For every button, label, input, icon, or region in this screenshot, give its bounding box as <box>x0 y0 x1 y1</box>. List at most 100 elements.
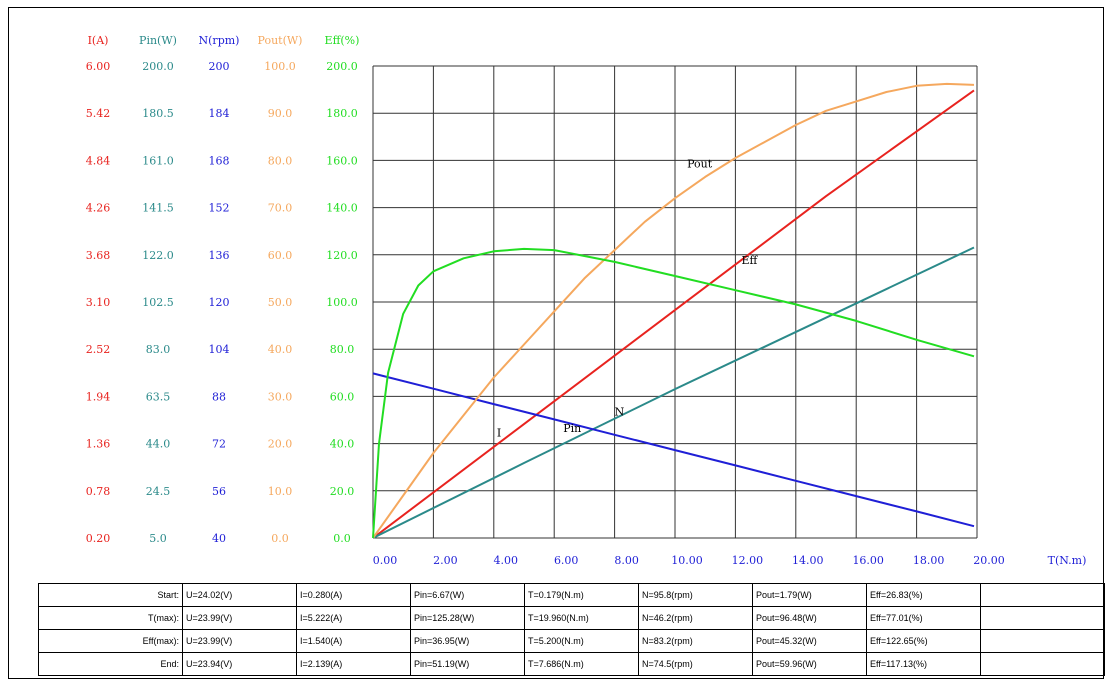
y-tick-label-pin: 200.0 <box>142 60 174 73</box>
y-tick-label-eff: 200.0 <box>326 60 358 73</box>
y-tick-label-n: 88 <box>212 390 226 403</box>
results-cell-i: I=2.139(A) <box>296 652 411 676</box>
x-tick-label: 20.00 <box>973 554 1005 567</box>
x-tick-label: 8.00 <box>614 554 639 567</box>
y-tick-label-eff: 100.0 <box>326 296 358 309</box>
results-row-label: Start: <box>38 583 183 607</box>
y-tick-label-i: 4.84 <box>86 154 111 167</box>
results-cell-u: U=23.99(V) <box>182 629 297 653</box>
x-tick-label: 10.00 <box>671 554 703 567</box>
results-cell-u: U=23.94(V) <box>182 652 297 676</box>
y-tick-label-n: 56 <box>212 485 226 498</box>
results-cell-i: I=0.280(A) <box>296 583 411 607</box>
results-cell-eff: Eff=122.65(%) <box>866 629 981 653</box>
results-cell-empty <box>980 652 1105 676</box>
results-cell-i: I=1.540(A) <box>296 629 411 653</box>
y-tick-label-pout: 80.0 <box>268 154 293 167</box>
series-line-eff <box>372 247 975 539</box>
y-tick-label-pout: 100.0 <box>264 60 296 73</box>
y-tick-label-i: 3.10 <box>86 296 111 309</box>
results-cell-empty <box>980 583 1105 607</box>
results-row: Start: U=24.02(V) I=0.280(A) Pin=6.67(W) T=0… <box>38 583 1105 607</box>
y-tick-label-eff: 80.0 <box>330 343 355 356</box>
results-cell-eff: Eff=26.83(%) <box>866 583 981 607</box>
x-tick-label: 4.00 <box>494 554 519 567</box>
y-tick-label-n: 168 <box>209 154 230 167</box>
page-frame <box>8 7 1104 679</box>
results-cell-pin: Pin=51.19(W) <box>410 652 525 676</box>
results-cell-pout: Pout=45.32(W) <box>752 629 867 653</box>
results-table: Start: U=24.02(V) I=0.280(A) Pin=6.67(W) T=0… <box>38 583 1105 676</box>
y-tick-label-n: 200 <box>209 60 230 73</box>
curve-label-i: I <box>497 427 501 440</box>
y-tick-label-eff: 160.0 <box>326 154 358 167</box>
results-cell-u: U=23.99(V) <box>182 606 297 630</box>
results-cell-empty <box>980 629 1105 653</box>
results-cell-n: N=46.2(rpm) <box>638 606 753 630</box>
y-tick-label-i: 5.42 <box>86 107 111 120</box>
curve-label-pout: Pout <box>687 157 713 170</box>
results-cell-n: N=95.8(rpm) <box>638 583 753 607</box>
y-axis-header-n: N(rpm) <box>199 34 240 47</box>
y-tick-label-n: 136 <box>209 249 230 262</box>
results-cell-empty <box>980 606 1105 630</box>
y-tick-label-pout: 90.0 <box>268 107 293 120</box>
series-line-pout <box>372 82 975 539</box>
y-tick-label-eff: 60.0 <box>330 390 355 403</box>
axis-labels: I(A) 0.20 0.78 1.36 1.94 2.52 3.10 3.68 4.26 4.84… <box>86 34 1087 567</box>
motor-performance-chart: I(A) 0.20 0.78 1.36 1.94 2.52 3.10 3.68 4.26 4.84… <box>86 34 1087 567</box>
y-tick-label-pout: 40.0 <box>268 343 293 356</box>
results-cell-pout: Pout=96.48(W) <box>752 606 867 630</box>
results-cell-pout: Pout=1.79(W) <box>752 583 867 607</box>
results-cell-n: N=83.2(rpm) <box>638 629 753 653</box>
results-cell-eff: Eff=77.01(%) <box>866 606 981 630</box>
y-tick-label-pin: 24.5 <box>146 485 171 498</box>
results-row: T(max): U=23.99(V) I=5.222(A) Pin=125.28(W)… <box>38 606 1105 630</box>
y-tick-label-pout: 50.0 <box>268 296 293 309</box>
curve-label-pin: Pin <box>563 422 581 435</box>
results-cell-t: T=19.960(N.m) <box>524 606 639 630</box>
x-tick-label: 12.00 <box>732 554 764 567</box>
results-row: Eff(max): U=23.99(V) I=1.540(A) Pin=36.95(W… <box>38 629 1105 653</box>
x-tick-label: 0.00 <box>373 554 398 567</box>
series-line-pin <box>372 246 975 539</box>
y-tick-label-i: 3.68 <box>86 249 111 262</box>
curve-labels: Pout Eff N Pin I <box>497 157 759 439</box>
chart-series <box>372 82 975 539</box>
x-tick-label: 14.00 <box>792 554 824 567</box>
y-tick-label-eff: 120.0 <box>326 249 358 262</box>
y-tick-label-n: 40 <box>212 532 226 545</box>
y-tick-label-pin: 63.5 <box>146 390 171 403</box>
y-tick-label-i: 4.26 <box>86 202 111 215</box>
results-row-label: Eff(max): <box>38 629 183 653</box>
y-tick-label-pout: 70.0 <box>268 202 293 215</box>
y-tick-label-i: 0.78 <box>86 485 111 498</box>
y-tick-label-pin: 180.5 <box>142 107 174 120</box>
y-tick-label-pin: 161.0 <box>142 154 174 167</box>
results-cell-pin: Pin=125.28(W) <box>410 606 525 630</box>
results-cell-t: T=5.200(N.m) <box>524 629 639 653</box>
results-row-label: End: <box>38 652 183 676</box>
y-tick-label-pin: 102.5 <box>142 296 174 309</box>
y-tick-label-pin: 122.0 <box>142 249 174 262</box>
series-line-n <box>372 372 975 528</box>
curve-label-eff: Eff <box>741 254 758 267</box>
y-tick-label-n: 72 <box>212 438 226 451</box>
y-tick-label-eff: 180.0 <box>326 107 358 120</box>
y-tick-label-eff: 140.0 <box>326 202 358 215</box>
results-cell-t: T=7.686(N.m) <box>524 652 639 676</box>
results-cell-pout: Pout=59.96(W) <box>752 652 867 676</box>
results-body: Start: U=24.02(V) I=0.280(A) Pin=6.67(W) T=0… <box>38 583 1105 676</box>
y-axis-header-eff: Eff(%) <box>325 34 360 47</box>
y-tick-label-pout: 10.0 <box>268 485 293 498</box>
chart-grid <box>372 65 978 539</box>
y-tick-label-i: 2.52 <box>86 343 111 356</box>
results-cell-u: U=24.02(V) <box>182 583 297 607</box>
y-tick-label-i: 6.00 <box>86 60 111 73</box>
y-tick-label-pout: 20.0 <box>268 438 293 451</box>
x-tick-label: 2.00 <box>433 554 458 567</box>
results-cell-eff: Eff=117.13(%) <box>866 652 981 676</box>
x-tick-label: 6.00 <box>554 554 579 567</box>
y-tick-label-pout: 30.0 <box>268 390 293 403</box>
results-row: End: U=23.94(V) I=2.139(A) Pin=51.19(W) T=7.… <box>38 652 1105 676</box>
